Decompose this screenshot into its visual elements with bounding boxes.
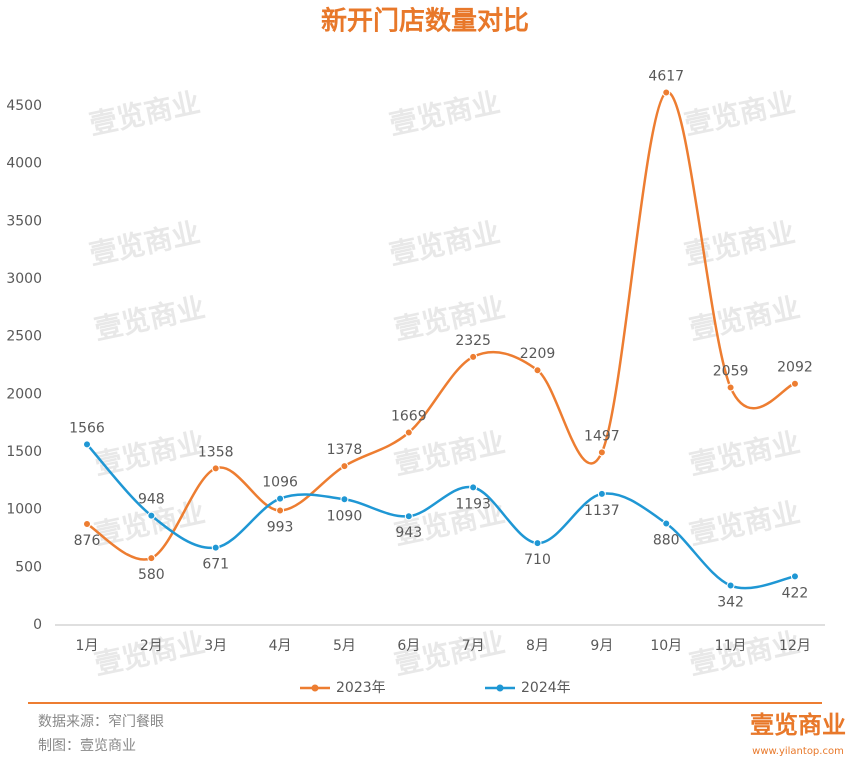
data-label: 1566 — [69, 420, 105, 436]
x-tick-label: 3月 — [204, 638, 227, 654]
x-tick-label: 10月 — [650, 638, 682, 654]
y-tick-label: 500 — [15, 559, 42, 575]
data-point — [533, 539, 542, 548]
data-label: 710 — [524, 552, 551, 568]
data-point — [83, 519, 91, 528]
data-point — [597, 489, 606, 498]
data-label: 1497 — [584, 428, 620, 444]
data-point — [404, 512, 413, 521]
y-tick-label: 4000 — [6, 156, 42, 172]
credit: 制图：壹览商业 — [38, 738, 136, 754]
chart-title: 新开门店数量对比 — [321, 6, 529, 37]
data-point — [662, 88, 671, 97]
data-label: 2325 — [455, 333, 491, 349]
y-tick-label: 2500 — [6, 329, 42, 345]
data-label: 4617 — [648, 69, 684, 85]
x-tick-label: 9月 — [590, 638, 613, 654]
data-point — [340, 495, 349, 504]
data-point — [147, 511, 156, 520]
legend-label: 2024年 — [521, 680, 571, 696]
data-point — [276, 506, 285, 515]
data-point — [790, 572, 799, 581]
x-tick-label: 5月 — [333, 638, 356, 654]
data-label: 671 — [202, 557, 229, 573]
data-point — [533, 366, 542, 375]
data-label: 1669 — [391, 409, 427, 425]
x-tick-label: 4月 — [269, 638, 292, 654]
legend-marker — [496, 684, 504, 692]
y-tick-label: 0 — [33, 617, 42, 633]
series-line — [86, 443, 796, 590]
data-label: 993 — [267, 519, 294, 535]
data-point — [469, 483, 478, 492]
data-label: 422 — [782, 585, 809, 601]
website: www.yilantop.com — [752, 746, 844, 757]
data-point — [790, 379, 799, 388]
data-point — [469, 352, 478, 361]
data-label: 2092 — [777, 360, 813, 376]
y-tick-label: 2000 — [6, 386, 42, 402]
data-label: 948 — [138, 492, 165, 508]
data-label: 2209 — [520, 346, 556, 362]
data-label: 876 — [74, 533, 101, 549]
data-label: 880 — [653, 533, 680, 549]
data-label: 1193 — [455, 496, 491, 512]
data-point — [726, 383, 735, 392]
data-point — [83, 440, 91, 449]
legend-marker — [311, 684, 319, 692]
legend-label: 2023年 — [336, 680, 386, 696]
y-tick-label: 1500 — [6, 444, 42, 460]
x-tick-label: 11月 — [715, 638, 747, 654]
data-point — [404, 428, 413, 437]
data-label: 2059 — [713, 364, 749, 380]
data-point — [211, 543, 220, 552]
x-tick-label: 8月 — [526, 638, 549, 654]
data-label: 1090 — [327, 508, 363, 524]
data-point — [211, 464, 220, 473]
data-point — [597, 448, 606, 457]
data-point — [276, 494, 285, 503]
x-tick-label: 6月 — [397, 638, 420, 654]
x-tick-label: 1月 — [76, 638, 99, 654]
data-label: 1137 — [584, 503, 620, 519]
data-point — [147, 554, 156, 563]
x-tick-label: 7月 — [462, 638, 485, 654]
data-point — [662, 519, 671, 528]
data-label: 1358 — [198, 444, 234, 460]
y-tick-label: 3000 — [6, 271, 42, 287]
logo: 壹览商业 — [750, 711, 846, 739]
y-tick-label: 1000 — [6, 502, 42, 518]
y-tick-label: 3500 — [6, 213, 42, 229]
x-tick-label: 2月 — [140, 638, 163, 654]
data-label: 1378 — [327, 442, 363, 458]
data-label: 342 — [717, 595, 744, 611]
data-label: 580 — [138, 567, 165, 583]
source: 数据来源：窄门餐眼 — [38, 713, 164, 730]
data-label: 943 — [395, 525, 422, 541]
x-tick-label: 12月 — [779, 638, 811, 654]
data-point — [726, 581, 735, 590]
data-point — [340, 462, 349, 471]
y-tick-label: 4500 — [6, 98, 42, 114]
data-label: 1096 — [262, 475, 298, 491]
